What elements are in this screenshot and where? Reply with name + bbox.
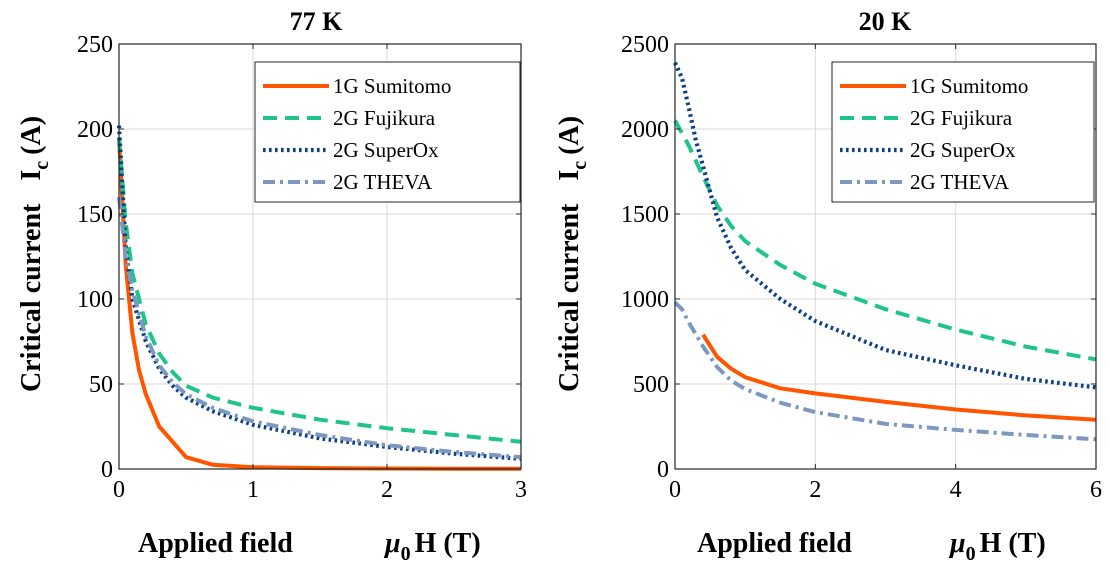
legend-label: 1G Sumitomo [333, 74, 451, 98]
chart-20k: 20 K 0 2 4 6 0 500 1000 1500 2000 2500 Critical c… [554, 7, 1102, 565]
y-tick-label: 1500 [621, 202, 669, 228]
y-tick-label: 500 [633, 372, 669, 398]
y-tick-label: 2000 [621, 117, 669, 143]
y-tick-label: 2500 [621, 32, 669, 58]
y-tick-label: 50 [89, 372, 113, 398]
series-line-1g-sumitomo [701, 333, 1097, 422]
chart-77k: 77 K 0 1 2 3 0 50 100 150 200 250 Critical curren… [16, 7, 527, 565]
y-tick-label: 0 [657, 457, 669, 483]
series-line-2g-theva [117, 196, 522, 460]
legend-label: 2G THEVA [910, 170, 1010, 194]
x-axis-label-unit: μ0 H (T) [948, 528, 1046, 565]
plot-area [674, 43, 1097, 470]
legend: 1G Sumitomo 2G Fujikura 2G SuperOx 2G THEVA [831, 61, 1095, 203]
legend-label: 1G Sumitomo [910, 74, 1028, 98]
legend-label: 2G Fujikura [333, 106, 436, 130]
x-tick-label: 2 [381, 477, 393, 503]
y-tick-label: 0 [101, 457, 113, 483]
x-axis-label-text: Applied field [697, 528, 852, 559]
plot-area [118, 43, 522, 470]
y-tick-label: 100 [77, 287, 113, 313]
y-axis-label: Critical current Ic(A) [16, 116, 53, 392]
chart-title: 20 K [859, 7, 913, 36]
x-axis-label-unit: μ0 H (T) [383, 528, 481, 565]
series-line-2g-superox [116, 125, 522, 461]
x-axis-label-text: Applied field [138, 528, 293, 559]
x-tick-label: 3 [515, 477, 527, 503]
y-tick-label: 150 [77, 202, 113, 228]
series-line-2g-fujikura [117, 137, 522, 444]
legend-label: 2G Fujikura [910, 106, 1013, 130]
legend-box [254, 61, 521, 203]
legend-label: 2G THEVA [333, 170, 433, 194]
chart-title: 77 K [290, 7, 344, 36]
legend-label: 2G SuperOx [910, 138, 1016, 162]
x-tick-label: 0 [669, 477, 681, 503]
legend-label: 2G SuperOx [333, 138, 439, 162]
legend: 1G Sumitomo 2G Fujikura 2G SuperOx 2G THEVA [254, 61, 521, 203]
y-axis-label: Critical current Ic(A) [554, 116, 591, 392]
y-tick-label: 1000 [621, 287, 669, 313]
x-tick-label: 4 [950, 477, 962, 503]
x-tick-label: 6 [1090, 477, 1102, 503]
x-tick-label: 2 [809, 477, 821, 503]
y-tick-label: 200 [77, 117, 113, 143]
series-line-2g-fujikura [673, 119, 1097, 362]
x-tick-label: 1 [247, 477, 259, 503]
x-tick-label: 0 [113, 477, 125, 503]
y-tick-label: 250 [77, 32, 113, 58]
series-line-2g-theva [673, 300, 1097, 442]
